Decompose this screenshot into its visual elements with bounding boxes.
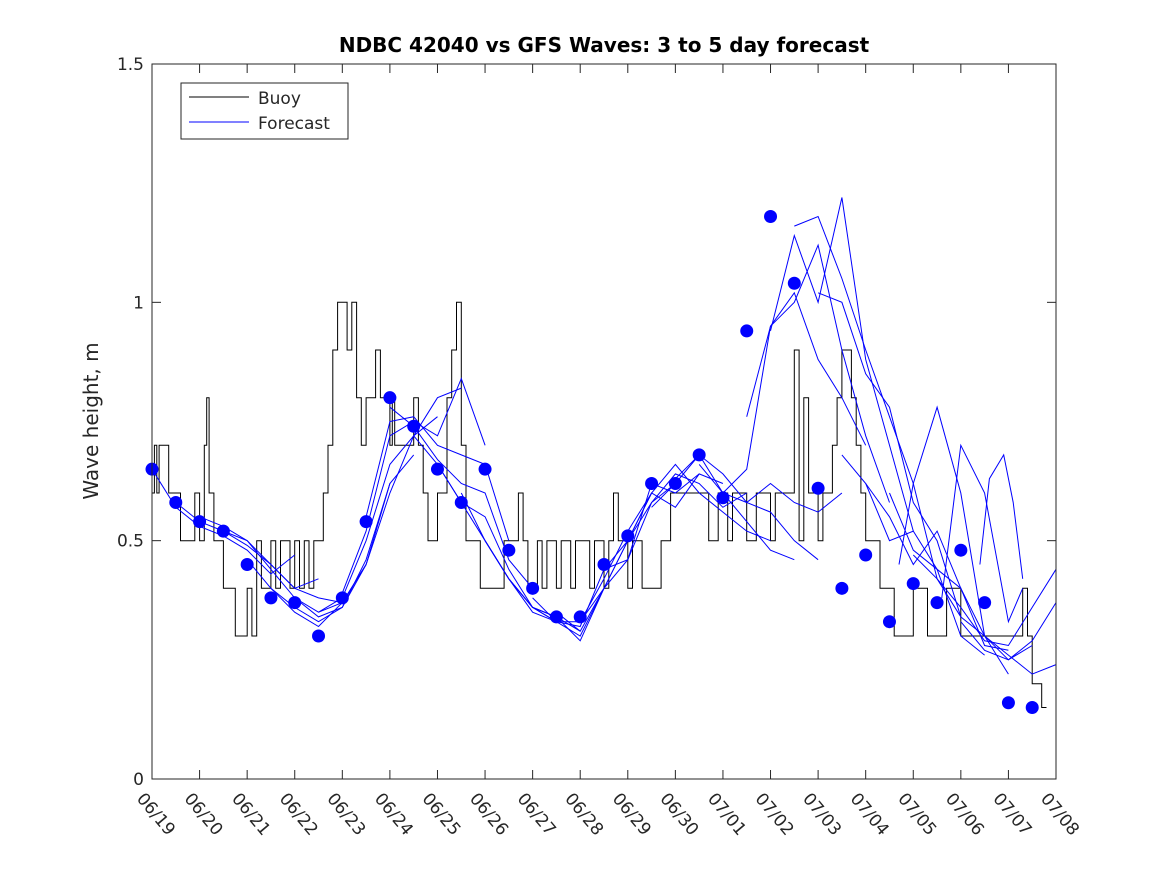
forecast-point [740,324,754,338]
y-tick-label: 1.5 [117,55,144,75]
forecast-run-line [817,292,962,618]
forecast-point [859,548,873,562]
y-tick-label: 0.5 [117,532,144,552]
forecast-point [288,596,302,610]
forecast-point [407,419,421,433]
legend-forecast-label: Forecast [258,114,330,134]
forecast-point [216,524,230,538]
forecast-run-line [627,463,771,542]
forecast-point [359,515,373,529]
forecast-run-line [979,453,1024,579]
forecast-point [430,462,444,476]
y-tick-label: 1 [133,293,144,313]
forecast-point [1001,696,1015,710]
forecast-run-line [722,291,867,494]
forecast-point [835,581,849,595]
forecast-point [787,276,801,290]
forecast-point [930,596,944,610]
forecast-point [645,476,659,490]
forecast-point [335,591,349,605]
forecast-run-line [770,197,914,532]
y-tick-label: 0 [133,770,144,790]
legend: Buoy Forecast [180,82,349,140]
forecast-point [502,543,516,557]
forecast-point [478,462,492,476]
forecast-run-line [960,602,1057,661]
forecast-point [764,210,778,224]
forecast-point [621,529,635,543]
forecast-point [1025,701,1039,714]
forecast-point [692,448,706,462]
y-axis-label: Wave height, m [79,342,103,499]
forecast-point [454,496,468,510]
forecast-point [811,481,825,495]
forecast-run-line [941,443,1024,624]
forecast-point [978,596,992,610]
forecast-point [383,391,397,405]
forecast-run-line [936,569,1057,647]
forecast-point [549,610,563,624]
forecast-run-line [865,483,1009,651]
y-axis-ticks: 0 0.5 1 1.5 [117,55,1056,790]
forecast-point [193,515,207,529]
forecast-point [264,591,278,605]
legend-box [180,82,349,140]
chart-title: NDBC 42040 vs GFS Waves: 3 to 5 day fore… [339,33,870,57]
forecast-point [312,629,326,643]
forecast-point [668,476,682,490]
forecast-run-line [556,473,700,632]
forecast-point [526,581,540,595]
plot-area [145,197,1057,714]
forecast-run-line [746,243,890,503]
forecast-run-line [898,405,1009,675]
forecast-point [716,491,730,505]
forecast-point [240,558,254,571]
forecast-point [954,543,968,557]
axes-box [151,63,1057,780]
forecast-point [906,577,920,591]
forecast-point [882,615,896,629]
forecast-point [169,496,183,510]
legend-buoy-label: Buoy [258,89,301,109]
forecast-point [597,558,611,571]
forecast-point [573,610,587,624]
